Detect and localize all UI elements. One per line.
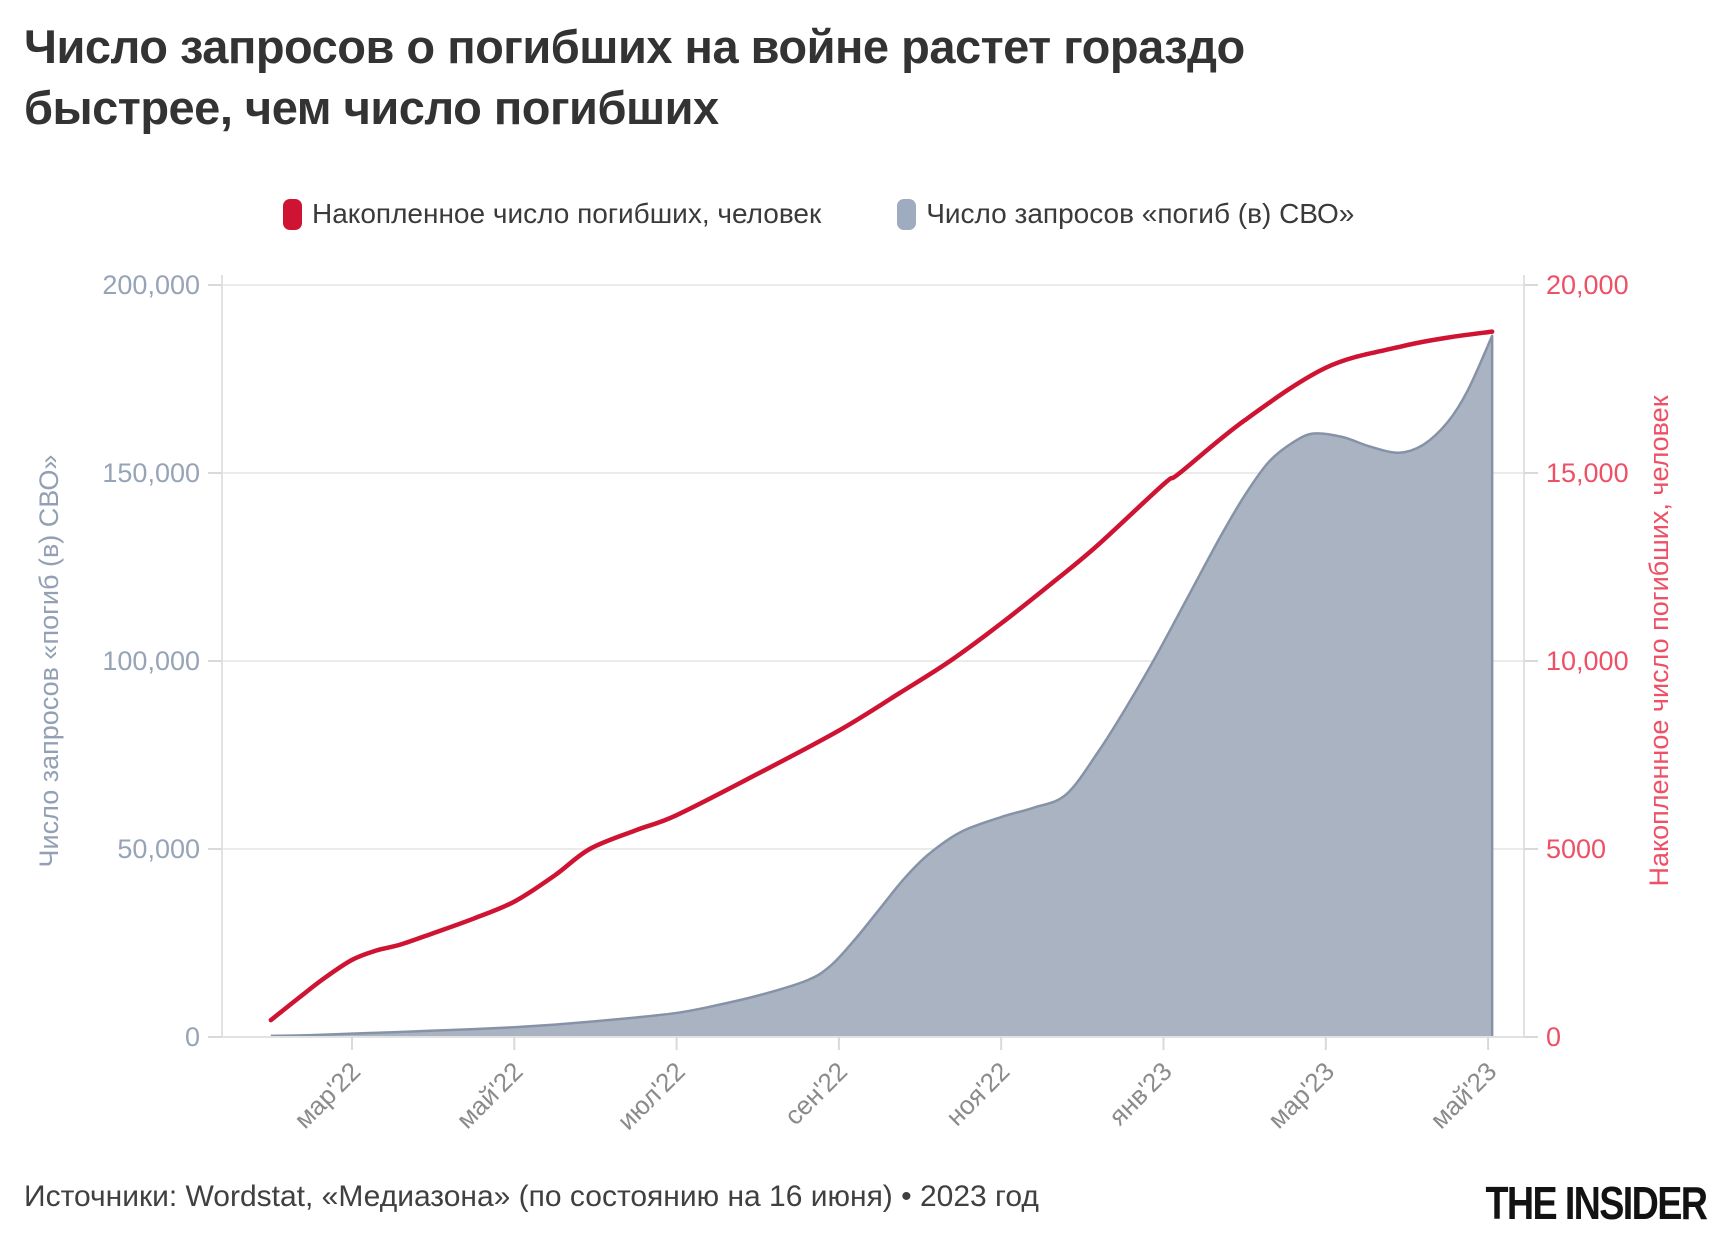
- x-axis-tick-label: ноя'22: [940, 1056, 1016, 1132]
- legend-label-deaths: Накопленное число погибших, человек: [312, 198, 822, 229]
- x-axis-tick-label: июл'22: [611, 1056, 691, 1136]
- x-axis-tick-label: мар'23: [1262, 1056, 1340, 1134]
- queries-area: [270, 335, 1493, 1037]
- queries-series-swatch: [897, 198, 917, 230]
- title-line-2: быстрее, чем число погибших: [24, 81, 719, 134]
- left-axis-tick-label: 200,000: [102, 270, 200, 300]
- x-axis-tick-label: сен'22: [778, 1056, 853, 1131]
- left-axis-tick-label: 50,000: [117, 834, 200, 864]
- right-axis-tick-label: 5000: [1546, 834, 1606, 864]
- left-axis-tick-label: 100,000: [102, 646, 200, 676]
- x-axis-tick-label: май'23: [1424, 1056, 1502, 1134]
- source-note: Источники: Wordstat, «Медиазона» (по сос…: [24, 1180, 1039, 1213]
- the-insider-logo: THE INSIDER: [1485, 1177, 1708, 1229]
- page-title: Число запросов о погибших на войне расте…: [24, 16, 1544, 138]
- legend: Накопленное число погибших, человек Числ…: [283, 198, 1354, 230]
- deaths-line: [268, 329, 1495, 1023]
- title-line-1: Число запросов о погибших на войне расте…: [24, 20, 1245, 73]
- left-axis-tick-label: 0: [185, 1022, 200, 1052]
- deaths-series-swatch: [283, 198, 302, 230]
- right-axis-tick-label: 20,000: [1546, 270, 1629, 300]
- legend-label-queries: Число запросов «погиб (в) СВО»: [926, 198, 1355, 229]
- right-axis-tick-label: 10,000: [1546, 646, 1629, 676]
- x-axis-tick-label: мар'22: [288, 1056, 366, 1134]
- left-axis-tick-label: 150,000: [102, 458, 200, 488]
- right-axis-tick-label: 15,000: [1546, 458, 1629, 488]
- x-axis-tick-label: янв'23: [1103, 1056, 1178, 1131]
- legend-item-deaths: Накопленное число погибших, человек: [283, 198, 821, 230]
- legend-item-queries: Число запросов «погиб (в) СВО»: [897, 198, 1354, 230]
- right-axis-title: Накопленное число погибших, человек: [1644, 395, 1674, 886]
- x-axis-tick-label: май'22: [450, 1056, 528, 1134]
- right-axis-tick-label: 0: [1546, 1022, 1561, 1052]
- queries-area-outline: [270, 334, 1494, 1038]
- left-axis-title: Число запросов «погиб (в) СВО»: [34, 455, 64, 868]
